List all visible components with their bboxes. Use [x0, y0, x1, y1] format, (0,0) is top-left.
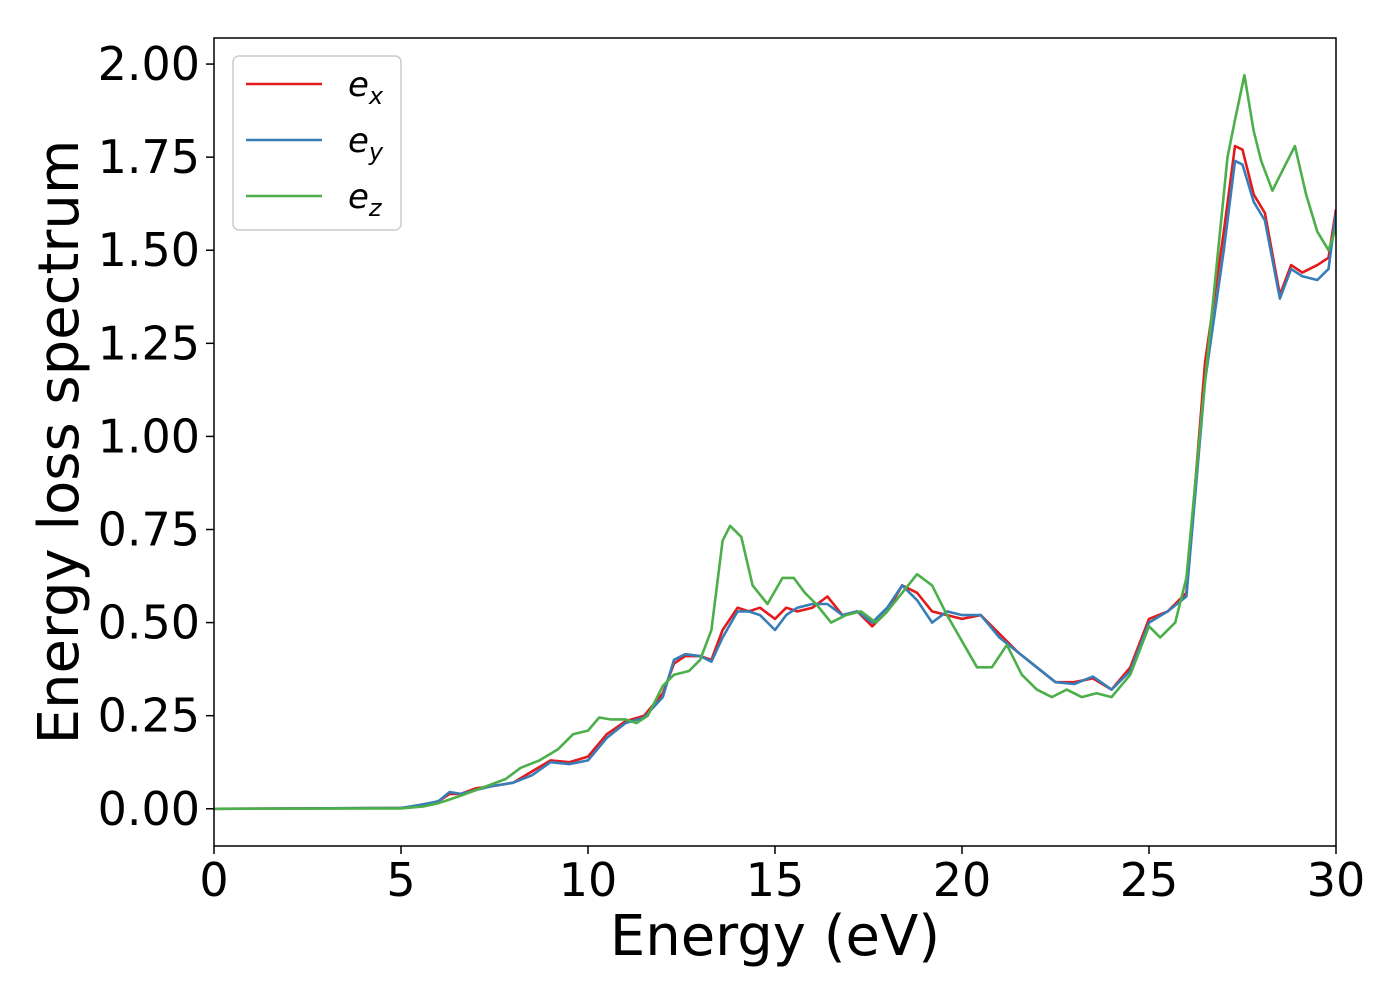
x-tick-label: 20 [933, 853, 992, 907]
x-tick-label: 25 [1120, 853, 1179, 907]
legend: ex ey ez [232, 55, 402, 231]
legend-label-z: ez [348, 177, 383, 222]
y-axis: 0.00 0.25 0.50 0.75 1.00 1.25 1.50 1.75 2.00 [98, 37, 214, 836]
x-tick-label: 30 [1307, 853, 1366, 907]
x-axis: 0 5 10 15 20 25 30 [199, 846, 1365, 907]
legend-label-y: ey [348, 121, 384, 166]
y-axis-label: Energy loss spectrum [27, 140, 92, 745]
y-tick-label: 1.50 [98, 223, 200, 277]
y-tick-label: 0.50 [98, 596, 200, 650]
x-tick-label: 0 [199, 853, 228, 907]
y-tick-label: 1.00 [98, 409, 200, 463]
y-tick-label: 0.25 [98, 689, 200, 743]
y-tick-label: 2.00 [98, 37, 200, 91]
series-layer [214, 73, 1336, 811]
legend-label-x: ex [348, 65, 384, 110]
y-tick-label: 1.75 [98, 130, 200, 184]
x-tick-label: 15 [746, 853, 805, 907]
y-tick-label: 0.00 [98, 782, 200, 836]
y-tick-label: 1.25 [98, 316, 200, 370]
x-axis-label: Energy (eV) [610, 904, 940, 969]
x-tick-label: 5 [386, 853, 415, 907]
y-tick-label: 0.75 [98, 503, 200, 557]
x-tick-label: 10 [559, 853, 618, 907]
series-line-z [214, 73, 1336, 811]
legend-box [232, 55, 402, 231]
